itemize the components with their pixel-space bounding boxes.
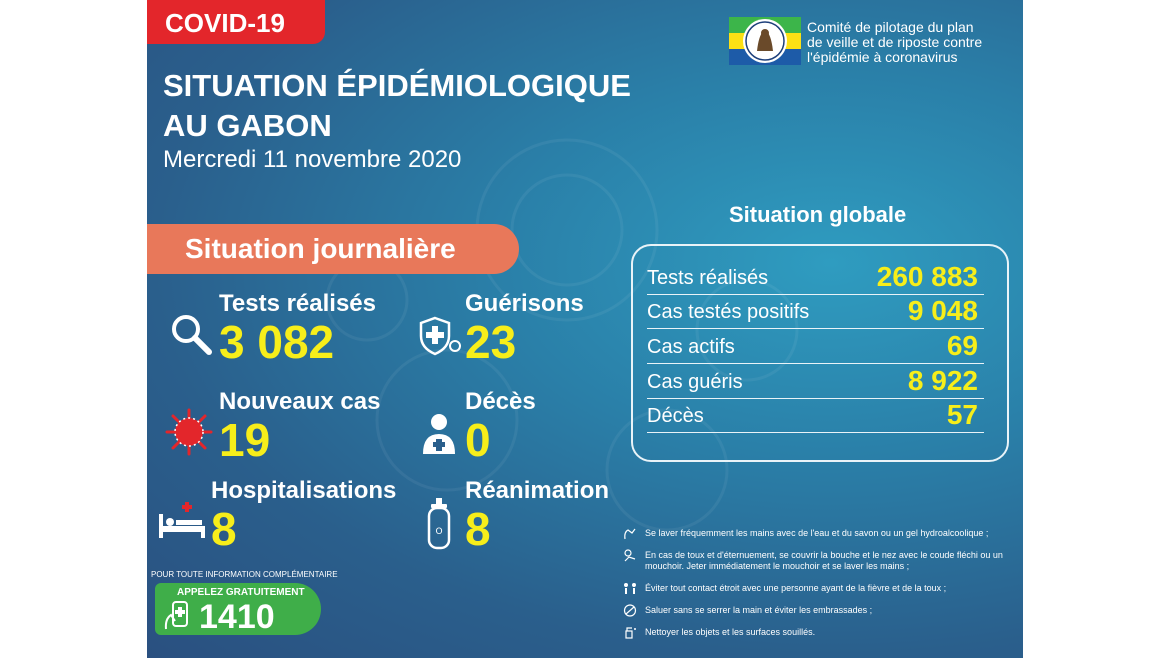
phone-hand-icon <box>164 601 188 630</box>
tip-text: Éviter tout contact étroit avec une pers… <box>645 583 947 593</box>
daily-new-cases-value: 19 <box>219 414 271 466</box>
distance-people-icon <box>624 583 636 594</box>
cleaning-spray-icon <box>625 627 636 639</box>
shield-cross-icon <box>419 316 461 356</box>
hand-wash-icon <box>624 528 636 540</box>
hotline-box: APPELEZ GRATUITEMENT 1410 <box>155 583 321 636</box>
daily-tests-value: 3 082 <box>219 316 335 368</box>
page-title: SITUATION ÉPIDÉMIOLOGIQUE AU GABON <box>163 66 631 146</box>
no-handshake-icon <box>623 604 637 617</box>
info-note: POUR TOUTE INFORMATION COMPLÉMENTAIRE <box>151 570 338 579</box>
committee-line-2: de veille et de riposte contre <box>807 34 983 50</box>
virus-icon <box>165 408 213 456</box>
global-row-label: Cas guéris <box>647 371 743 393</box>
right-margin <box>1023 0 1170 658</box>
committee-name: Comité de pilotage du plan de veille et … <box>807 20 1023 65</box>
global-row: Cas actifs 69 <box>647 329 984 364</box>
daily-icu-label: Réanimation <box>465 477 610 504</box>
global-situation-heading: Situation globale <box>729 202 907 227</box>
title-line-2: AU GABON <box>163 108 332 143</box>
global-row-value: 69 <box>946 330 978 361</box>
daily-new-cases-label: Nouveaux cas <box>219 388 381 415</box>
global-row-label: Cas actifs <box>647 336 735 358</box>
report-date: Mercredi 11 novembre 2020 <box>163 146 462 173</box>
daily-deaths-label: Décès <box>465 388 536 415</box>
prevention-tips: Se laver fréquemment les mains avec de l… <box>623 528 1013 649</box>
global-row-value: 8 922 <box>907 365 978 396</box>
tip-text: Se laver fréquemment les mains avec de l… <box>645 528 989 538</box>
tip-item: En cas de toux et d'éternuement, se couv… <box>623 549 1013 572</box>
daily-recoveries-label: Guérisons <box>465 290 584 317</box>
global-row: Cas testés positifs 9 048 <box>647 294 984 329</box>
hospital-bed-icon <box>159 502 205 538</box>
tip-text: Saluer sans se serrer la main et éviter … <box>645 605 873 615</box>
daily-situation-heading: Situation journalière <box>147 224 519 274</box>
svg-text:O: O <box>435 527 442 537</box>
global-row-label: Tests réalisés <box>647 267 769 289</box>
tip-item: Nettoyer les objets et les surfaces soui… <box>623 627 1013 639</box>
global-row: Tests réalisés 260 883 <box>647 260 984 295</box>
daily-hospitalisations-value: 8 <box>211 503 237 555</box>
tip-item: Éviter tout contact étroit avec une pers… <box>623 583 1013 594</box>
daily-hospitalisations-label: Hospitalisations <box>211 477 397 504</box>
magnifier-icon <box>172 315 212 355</box>
tip-item: Saluer sans se serrer la main et éviter … <box>623 604 1013 617</box>
daily-icu-value: 8 <box>465 503 491 555</box>
hotline-label: APPELEZ GRATUITEMENT <box>177 587 305 598</box>
global-row-label: Décès <box>647 405 704 427</box>
global-situation-table: Tests réalisés 260 883 Cas testés positi… <box>631 244 1009 462</box>
tip-text: En cas de toux et d'éternuement, se couv… <box>645 550 1003 571</box>
oxygen-tank-icon: O <box>427 498 451 550</box>
daily-deaths-value: 0 <box>465 414 491 466</box>
cough-elbow-icon <box>624 549 636 562</box>
tip-item: Se laver fréquemment les mains avec de l… <box>623 528 1013 540</box>
daily-recoveries-value: 23 <box>465 316 517 368</box>
committee-line-3: l'épidémie à coronavirus <box>807 49 958 65</box>
tip-text: Nettoyer les objets et les surfaces soui… <box>645 627 816 637</box>
title-line-1: SITUATION ÉPIDÉMIOLOGIQUE <box>163 68 631 103</box>
global-row-value: 260 883 <box>876 261 978 292</box>
daily-tests-label: Tests réalisés <box>219 290 376 317</box>
global-row: Décès 57 <box>647 398 984 433</box>
person-cross-icon <box>423 414 455 454</box>
committee-line-1: Comité de pilotage du plan <box>807 19 974 35</box>
global-row-value: 57 <box>946 399 978 430</box>
gabon-emblem-logo <box>729 17 801 65</box>
global-row: Cas guéris 8 922 <box>647 364 984 399</box>
global-row-value: 9 048 <box>907 295 978 326</box>
infographic-poster: COVID-19 SITUATION ÉPIDÉMIOLOGIQUE AU GA… <box>147 0 1023 658</box>
covid-badge: COVID-19 <box>147 0 325 44</box>
left-margin <box>0 0 147 658</box>
global-row-label: Cas testés positifs <box>647 301 810 323</box>
hotline-number: 1410 <box>199 598 275 636</box>
